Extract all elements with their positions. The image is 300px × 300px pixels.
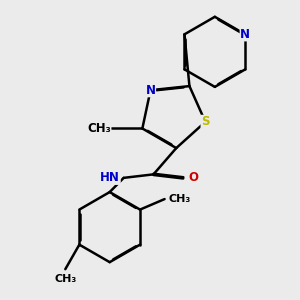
- Text: O: O: [188, 171, 199, 184]
- Text: N: N: [146, 84, 155, 97]
- Text: CH₃: CH₃: [169, 194, 191, 204]
- Text: CH₃: CH₃: [54, 274, 76, 284]
- Text: N: N: [240, 28, 250, 41]
- Text: CH₃: CH₃: [87, 122, 111, 135]
- Text: S: S: [201, 116, 210, 128]
- Text: HN: HN: [100, 171, 120, 184]
